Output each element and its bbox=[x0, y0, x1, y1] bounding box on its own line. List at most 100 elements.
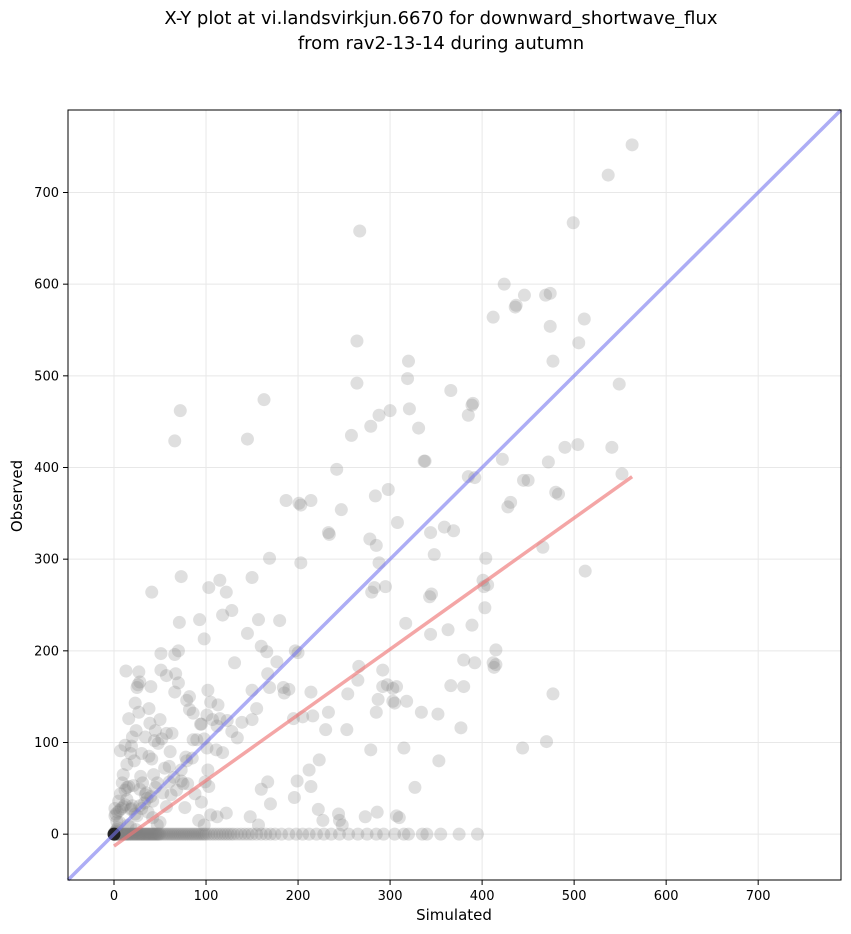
data-point bbox=[309, 827, 323, 841]
data-point bbox=[120, 780, 134, 794]
data-point bbox=[204, 695, 218, 709]
data-point bbox=[216, 827, 230, 841]
data-point bbox=[173, 827, 187, 841]
data-point bbox=[219, 585, 233, 599]
plot-frame bbox=[67, 109, 842, 881]
data-point bbox=[118, 738, 132, 752]
data-point bbox=[399, 616, 413, 630]
data-point bbox=[432, 754, 446, 768]
data-point bbox=[113, 787, 127, 801]
data-point bbox=[139, 827, 153, 841]
data-point bbox=[194, 717, 208, 731]
data-point bbox=[370, 805, 384, 819]
data-point bbox=[142, 702, 156, 716]
data-point bbox=[209, 743, 223, 757]
data-point bbox=[138, 730, 152, 744]
data-point bbox=[113, 744, 127, 758]
data-point bbox=[119, 827, 133, 841]
y-axis-label: Observed bbox=[8, 460, 26, 532]
data-point bbox=[350, 334, 364, 348]
data-point bbox=[397, 827, 411, 841]
data-point bbox=[168, 648, 182, 661]
data-point bbox=[254, 827, 268, 841]
data-point bbox=[138, 827, 152, 841]
y-axis: 0 100 200 300 400 500 600 700 bbox=[34, 186, 68, 843]
data-point bbox=[155, 732, 169, 746]
data-point bbox=[489, 658, 503, 672]
data-point bbox=[171, 827, 185, 841]
data-point bbox=[251, 613, 265, 627]
data-point bbox=[263, 551, 277, 565]
data-point bbox=[224, 827, 238, 841]
data-point bbox=[289, 827, 303, 841]
data-point bbox=[465, 398, 479, 412]
data-point bbox=[461, 408, 475, 422]
data-point bbox=[383, 404, 397, 418]
data-point bbox=[112, 794, 126, 808]
data-point bbox=[292, 496, 306, 510]
data-point bbox=[176, 777, 190, 791]
data-point bbox=[146, 827, 160, 841]
data-point bbox=[162, 827, 176, 841]
data-point bbox=[376, 680, 390, 694]
data-point bbox=[149, 827, 163, 841]
data-point bbox=[364, 419, 378, 433]
data-point bbox=[210, 810, 224, 824]
x-tick-label: 200 bbox=[286, 889, 311, 904]
data-point bbox=[213, 827, 227, 841]
data-point bbox=[120, 792, 134, 806]
y-tick-label: 600 bbox=[34, 278, 59, 293]
data-point bbox=[539, 288, 553, 302]
data-point bbox=[332, 827, 346, 841]
data-point bbox=[312, 753, 326, 767]
data-point bbox=[180, 693, 194, 707]
data-point bbox=[135, 827, 149, 841]
data-point bbox=[487, 660, 501, 674]
data-point bbox=[447, 524, 461, 538]
data-point bbox=[108, 802, 122, 815]
data-point bbox=[351, 827, 365, 841]
data-point bbox=[207, 827, 221, 841]
data-point bbox=[369, 538, 383, 552]
data-point bbox=[175, 827, 189, 841]
data-point bbox=[164, 788, 178, 802]
data-point bbox=[174, 774, 188, 788]
trend-lines bbox=[66, 108, 843, 882]
data-point bbox=[128, 827, 142, 841]
data-point bbox=[452, 827, 466, 841]
data-point bbox=[182, 690, 196, 704]
data-point bbox=[369, 827, 383, 841]
data-point bbox=[401, 354, 415, 368]
data-point bbox=[194, 827, 208, 841]
data-point bbox=[261, 775, 275, 789]
data-point bbox=[192, 827, 206, 841]
data-point bbox=[194, 717, 208, 731]
data-point bbox=[205, 827, 219, 841]
data-point bbox=[276, 681, 290, 694]
data-point bbox=[125, 799, 139, 813]
data-point bbox=[390, 516, 404, 529]
data-point bbox=[322, 527, 336, 541]
data-point bbox=[118, 798, 132, 812]
x-tick-label: 700 bbox=[746, 889, 771, 904]
data-point bbox=[401, 372, 415, 386]
data-point bbox=[431, 707, 445, 721]
data-point bbox=[197, 818, 211, 832]
data-point bbox=[181, 777, 195, 791]
data-point bbox=[110, 814, 124, 828]
data-point bbox=[186, 827, 200, 841]
data-point bbox=[509, 298, 523, 312]
data-point bbox=[155, 827, 169, 841]
data-point bbox=[294, 498, 308, 512]
data-point bbox=[486, 656, 500, 670]
data-point bbox=[508, 300, 522, 314]
data-point bbox=[170, 783, 184, 797]
data-point bbox=[194, 795, 208, 809]
data-point bbox=[350, 376, 364, 390]
data-point bbox=[148, 827, 162, 841]
data-point bbox=[159, 669, 173, 683]
x-axis-label: Simulated bbox=[416, 906, 492, 924]
data-point bbox=[174, 763, 188, 777]
x-tick-label: 0 bbox=[110, 889, 118, 904]
data-point bbox=[240, 626, 254, 640]
